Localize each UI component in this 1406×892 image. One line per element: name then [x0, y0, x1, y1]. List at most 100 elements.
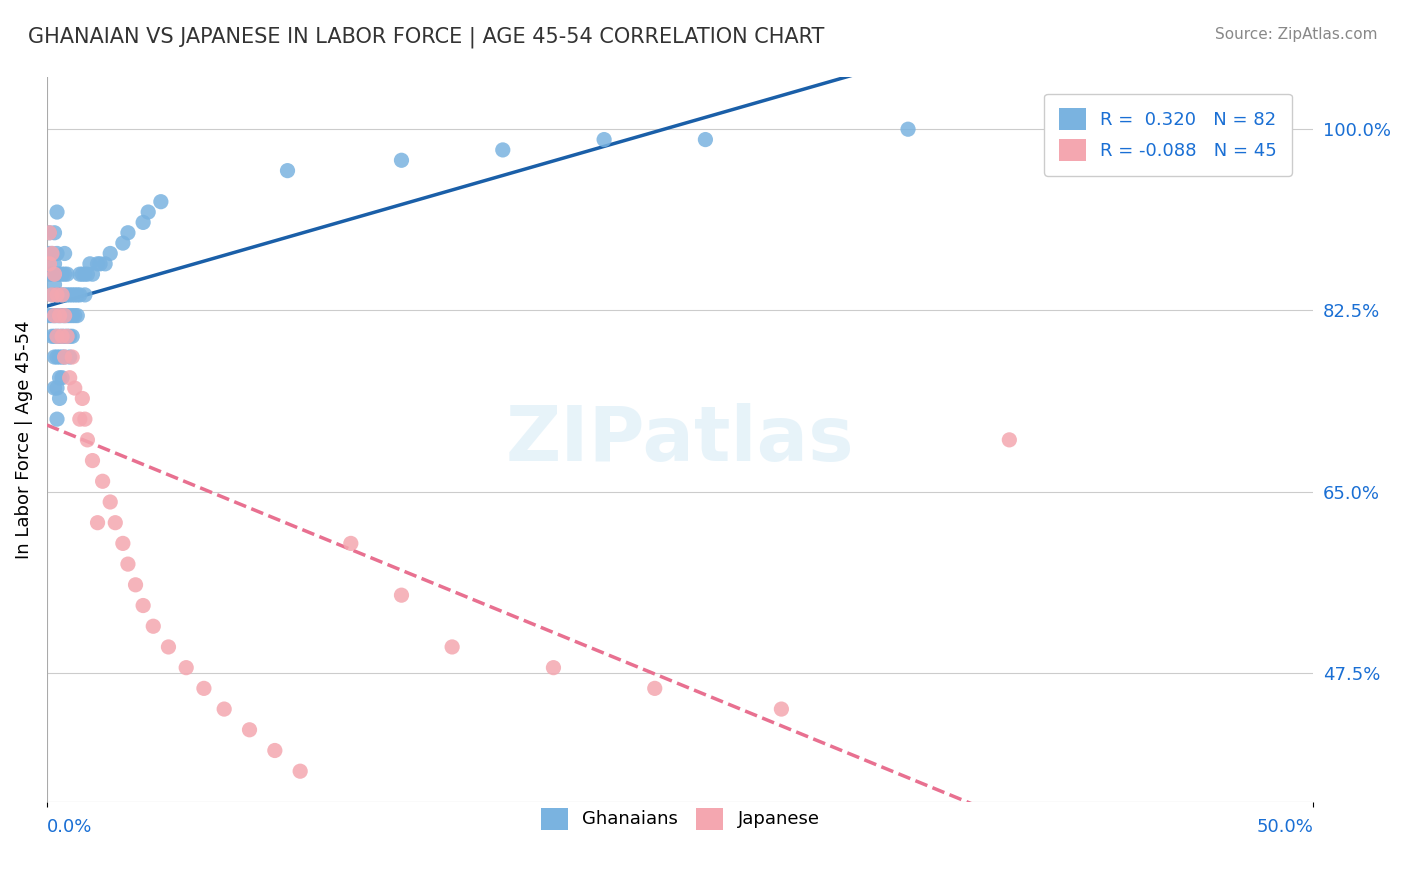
Point — [41, 309, 63, 323]
Point — [63, 309, 86, 323]
Point — [644, 681, 666, 696]
Point — [59, 329, 82, 343]
Point — [53, 288, 76, 302]
Point — [41, 246, 63, 260]
Point — [492, 143, 515, 157]
Point — [38, 257, 60, 271]
Point — [51, 350, 73, 364]
Point — [111, 536, 134, 550]
Point — [48, 288, 70, 302]
Point — [72, 392, 94, 406]
Point — [38, 226, 60, 240]
Point — [91, 475, 114, 489]
Point — [288, 764, 311, 779]
Point — [38, 226, 60, 240]
Point — [44, 381, 66, 395]
Point — [132, 215, 155, 229]
Point — [41, 288, 63, 302]
Point — [69, 412, 91, 426]
Point — [73, 288, 96, 302]
Point — [117, 557, 139, 571]
Point — [38, 246, 60, 260]
Point — [695, 132, 717, 146]
Point — [46, 350, 69, 364]
Point — [998, 433, 1021, 447]
Legend: Ghanaians, Japanese: Ghanaians, Japanese — [526, 793, 834, 844]
Point — [391, 153, 413, 168]
Point — [263, 743, 285, 757]
Point — [53, 309, 76, 323]
Point — [44, 309, 66, 323]
Y-axis label: In Labor Force | Age 45-54: In Labor Force | Age 45-54 — [15, 320, 32, 559]
Point — [157, 640, 180, 654]
Point — [48, 370, 70, 384]
Point — [770, 702, 793, 716]
Point — [38, 309, 60, 323]
Text: 50.0%: 50.0% — [1257, 818, 1313, 836]
Point — [73, 267, 96, 281]
Point — [48, 350, 70, 364]
Point — [59, 350, 82, 364]
Point — [48, 309, 70, 323]
Point — [46, 309, 69, 323]
Point — [543, 660, 565, 674]
Point — [48, 309, 70, 323]
Point — [51, 309, 73, 323]
Point — [59, 288, 82, 302]
Point — [53, 267, 76, 281]
Point — [41, 267, 63, 281]
Point — [59, 309, 82, 323]
Point — [66, 309, 89, 323]
Point — [86, 257, 108, 271]
Text: ZIPatlas: ZIPatlas — [506, 403, 855, 477]
Point — [98, 495, 121, 509]
Point — [72, 267, 94, 281]
Point — [60, 309, 83, 323]
Point — [98, 246, 121, 260]
Point — [46, 205, 69, 219]
Point — [111, 236, 134, 251]
Point — [117, 226, 139, 240]
Point — [897, 122, 920, 136]
Point — [69, 288, 91, 302]
Point — [60, 288, 83, 302]
Point — [82, 267, 104, 281]
Text: GHANAIAN VS JAPANESE IN LABOR FORCE | AGE 45-54 CORRELATION CHART: GHANAIAN VS JAPANESE IN LABOR FORCE | AG… — [28, 27, 824, 48]
Point — [593, 132, 616, 146]
Point — [44, 350, 66, 364]
Point — [46, 381, 69, 395]
Point — [51, 288, 73, 302]
Point — [44, 309, 66, 323]
Point — [48, 392, 70, 406]
Point — [41, 246, 63, 260]
Point — [56, 329, 79, 343]
Point — [124, 578, 146, 592]
Point — [63, 288, 86, 302]
Point — [53, 246, 76, 260]
Point — [94, 257, 117, 271]
Point — [38, 267, 60, 281]
Point — [104, 516, 127, 530]
Point — [46, 288, 69, 302]
Point — [76, 267, 98, 281]
Point — [136, 205, 159, 219]
Point — [51, 267, 73, 281]
Point — [46, 246, 69, 260]
Point — [193, 681, 215, 696]
Point — [79, 257, 101, 271]
Point — [46, 329, 69, 343]
Point — [441, 640, 464, 654]
Point — [56, 267, 79, 281]
Point — [340, 536, 363, 550]
Point — [44, 277, 66, 292]
Point — [44, 226, 66, 240]
Point — [41, 329, 63, 343]
Point — [44, 329, 66, 343]
Point — [46, 329, 69, 343]
Point — [391, 588, 413, 602]
Point — [48, 329, 70, 343]
Point — [212, 702, 235, 716]
Point — [63, 381, 86, 395]
Point — [44, 257, 66, 271]
Point — [46, 267, 69, 281]
